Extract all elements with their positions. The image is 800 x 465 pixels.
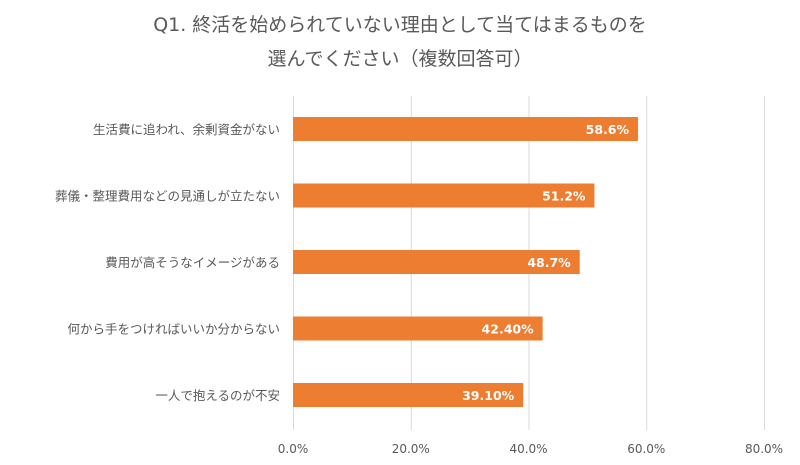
bar-3 (293, 316, 543, 341)
x-tick-label-1: 20.0% (392, 442, 430, 456)
category-label-4: 一人で抱えるのが不安 (155, 388, 280, 403)
x-tick-label-0: 0.0% (278, 442, 309, 456)
bar-2 (293, 250, 580, 274)
data-label-0: 58.6% (586, 122, 630, 137)
bar-0 (293, 117, 639, 141)
data-label-4: 39.10% (462, 388, 515, 403)
data-label-3: 42.40% (482, 322, 535, 337)
chart-title-line-2: 選んでください（複数回答可） (267, 48, 533, 70)
category-label-2: 費用が高そうなイメージがある (105, 255, 280, 270)
chart-title: Q1. 終活を始められていない理由として当てはまるものを 選んでください（複数回… (0, 8, 800, 76)
x-tick-label-4: 80.0% (745, 442, 783, 456)
chart-title-line-1: Q1. 終活を始められていない理由として当てはまるものを (153, 14, 647, 36)
bar-1 (293, 183, 595, 208)
bar-4 (293, 383, 524, 407)
x-tick-label-3: 60.0% (627, 442, 665, 456)
x-tick-label-2: 40.0% (509, 442, 547, 456)
data-label-2: 48.7% (527, 255, 571, 270)
category-label-3: 何から手をつければいいか分からない (67, 322, 280, 337)
category-label-0: 生活費に追われ、余剰資金がない (93, 122, 280, 137)
category-label-1: 葬儀・整理費用などの見通しが立たない (55, 189, 280, 204)
data-label-1: 51.2% (542, 189, 586, 204)
